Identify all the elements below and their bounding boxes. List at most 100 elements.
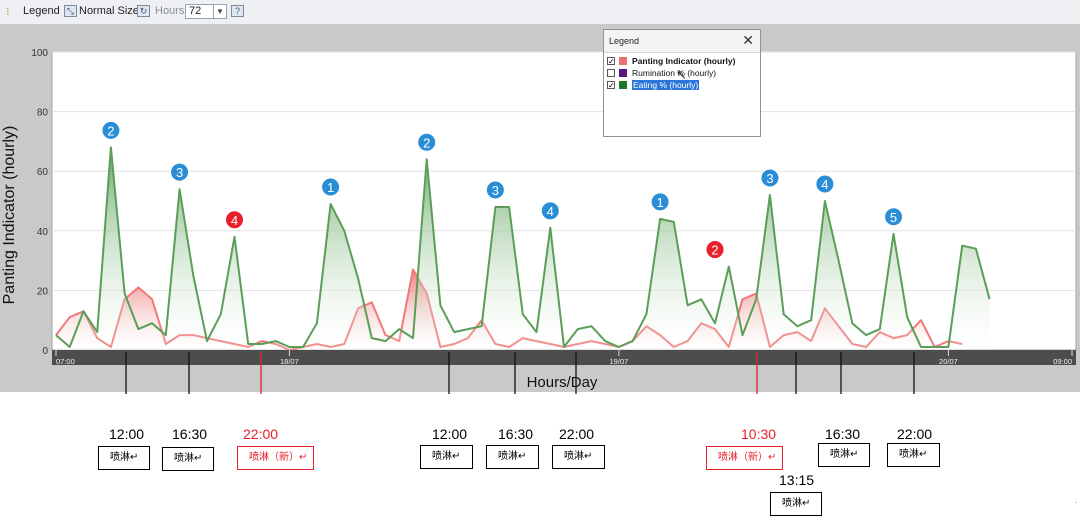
marker-circle xyxy=(815,174,835,194)
refresh-icon[interactable]: ↻ xyxy=(137,5,150,17)
annotation-note: 喷淋↵ xyxy=(162,447,214,471)
x-tick-label: 19/07 xyxy=(610,357,629,366)
marker-circle xyxy=(650,192,670,212)
annotation-time: 22:00 xyxy=(897,426,933,442)
x-tick-label: 20/07 xyxy=(939,357,958,366)
hours-value: 72 xyxy=(189,5,202,17)
marker-circle xyxy=(705,240,725,260)
chevron-down-icon[interactable]: ▼ xyxy=(213,5,226,18)
event-marker: 1 xyxy=(321,177,341,197)
marker-label: 4 xyxy=(821,177,828,192)
marker-label: 1 xyxy=(656,195,663,210)
y-tick-label: 0 xyxy=(42,346,48,357)
time-axis-band xyxy=(52,350,1076,365)
marker-label: 3 xyxy=(492,183,499,198)
hours-label: Hours xyxy=(155,5,185,17)
marker-label: 4 xyxy=(547,204,554,219)
annotation-note: 喷淋↵ xyxy=(486,445,539,469)
annotation-note: 喷淋↵ xyxy=(98,446,150,470)
marker-label: 5 xyxy=(890,210,897,225)
y-axis-label: Panting Indicator (hourly) xyxy=(1,126,18,305)
hours-select[interactable]: 72 ▼ xyxy=(185,4,227,19)
marker-label: 3 xyxy=(766,171,773,186)
marker-label: 1 xyxy=(327,180,334,195)
legend-toggle-button[interactable]: Legend xyxy=(23,5,60,17)
x-tick-label: 09:00 xyxy=(1053,357,1072,366)
legend-item-rumination[interactable]: Rumination % (hourly) xyxy=(607,68,757,79)
annotation-note: 喷淋（新）↵ xyxy=(706,446,783,470)
normal-size-button[interactable]: Normal Size xyxy=(79,5,139,17)
x-tick-label: 07:00 xyxy=(56,357,75,366)
plot-area xyxy=(51,51,1077,351)
legend-label-eating: Eating % (hourly) xyxy=(632,80,700,90)
legend-checkbox-rumination[interactable] xyxy=(607,69,615,77)
help-button[interactable]: ? xyxy=(231,5,244,17)
legend-header[interactable]: Legend ✕ xyxy=(604,30,760,53)
legend-swatch-eating xyxy=(619,81,627,89)
marker-circle xyxy=(101,120,121,140)
annotation-time: 10:30 xyxy=(741,426,777,442)
resize-icon[interactable]: ⤡ xyxy=(64,5,77,17)
annotation-time: 12:00 xyxy=(432,426,468,442)
marker-label: 2 xyxy=(711,243,718,258)
marker-label: 2 xyxy=(423,135,430,150)
marker-circle xyxy=(540,201,560,221)
marker-label: 2 xyxy=(107,123,114,138)
event-marker: 3 xyxy=(485,180,505,200)
legend-checkbox-eating[interactable]: ✓ xyxy=(607,81,615,90)
legend-window[interactable]: Legend ✕ ✓ Panting Indicator (hourly) Ru… xyxy=(603,29,761,137)
marker-circle xyxy=(170,162,190,182)
event-marker: 2 xyxy=(417,132,437,152)
event-marker: 4 xyxy=(815,174,835,194)
event-marker: 4 xyxy=(540,201,560,221)
annotation-time: 16:30 xyxy=(825,426,861,442)
event-marker: 2 xyxy=(101,120,121,140)
annotation-note: 喷淋（新）↵ xyxy=(237,446,314,470)
legend-title: Legend xyxy=(609,36,640,46)
close-icon[interactable]: ✕ xyxy=(742,32,754,48)
marker-circle xyxy=(417,132,437,152)
annotation-note: 喷淋↵ xyxy=(420,445,473,469)
event-marker: 1 xyxy=(650,192,670,212)
legend-label-rumination: Rumination % (hourly) xyxy=(632,68,717,78)
annotation-time: 13:15 xyxy=(779,472,815,488)
event-marker: 5 xyxy=(884,207,904,227)
event-marker: 2 xyxy=(705,240,725,260)
annotation-note: 喷淋↵ xyxy=(552,445,605,469)
cursor-icon: ↖ xyxy=(676,67,687,82)
y-tick-label: 60 xyxy=(37,167,49,178)
marker-label: 4 xyxy=(231,213,238,228)
marker-circle xyxy=(760,168,780,188)
marker-circle xyxy=(485,180,505,200)
event-marker: 4 xyxy=(224,210,244,230)
annotation-time: 16:30 xyxy=(172,426,208,442)
y-tick-label: 100 xyxy=(31,48,48,59)
annotation-time: 16:30 xyxy=(498,426,534,442)
legend-label-panting: Panting Indicator (hourly) xyxy=(632,56,736,66)
annotation-time: 22:00 xyxy=(559,426,595,442)
y-tick-label: 40 xyxy=(37,227,49,238)
legend-checkbox-panting[interactable]: ✓ xyxy=(607,57,615,66)
marker-label: 3 xyxy=(176,165,183,180)
eating-series-line xyxy=(55,146,991,348)
annotation-note: 喷淋↵ xyxy=(770,492,822,516)
y-tick-label: 20 xyxy=(37,286,49,297)
annotation-note: 喷淋↵ xyxy=(887,443,940,467)
chart-toolbar: ⁝ Legend ⤡ Normal Size ↻ Hours 72 ▼ ? xyxy=(0,0,1080,25)
legend-swatch-rumination xyxy=(619,69,627,77)
x-axis-label: Hours/Day xyxy=(527,374,598,391)
legend-item-panting[interactable]: ✓ Panting Indicator (hourly) xyxy=(607,56,757,67)
event-marker: 3 xyxy=(170,162,190,182)
annotation-time: 22:00 xyxy=(243,426,279,442)
annotation-time: 12:00 xyxy=(109,426,145,442)
legend-item-eating[interactable]: ✓ Eating % (hourly) xyxy=(607,80,757,91)
legend-toggle-icon[interactable]: ⁝ xyxy=(6,6,10,18)
x-tick-label: 18/07 xyxy=(280,357,299,366)
event-marker: 3 xyxy=(760,168,780,188)
marker-circle xyxy=(224,210,244,230)
legend-swatch-panting xyxy=(619,57,627,65)
corner-mark: · xyxy=(1074,497,1078,508)
annotation-note: 喷淋↵ xyxy=(818,443,870,467)
y-tick-label: 80 xyxy=(37,108,49,119)
panting-chart: 0 20 40 60 80 100 07:00 18/07 19/07 20/07 09:00 2… xyxy=(0,24,1080,394)
